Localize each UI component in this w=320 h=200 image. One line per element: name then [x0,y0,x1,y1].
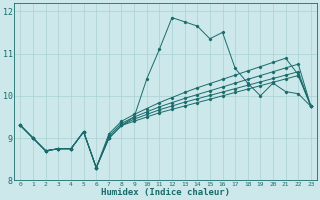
X-axis label: Humidex (Indice chaleur): Humidex (Indice chaleur) [101,188,230,197]
